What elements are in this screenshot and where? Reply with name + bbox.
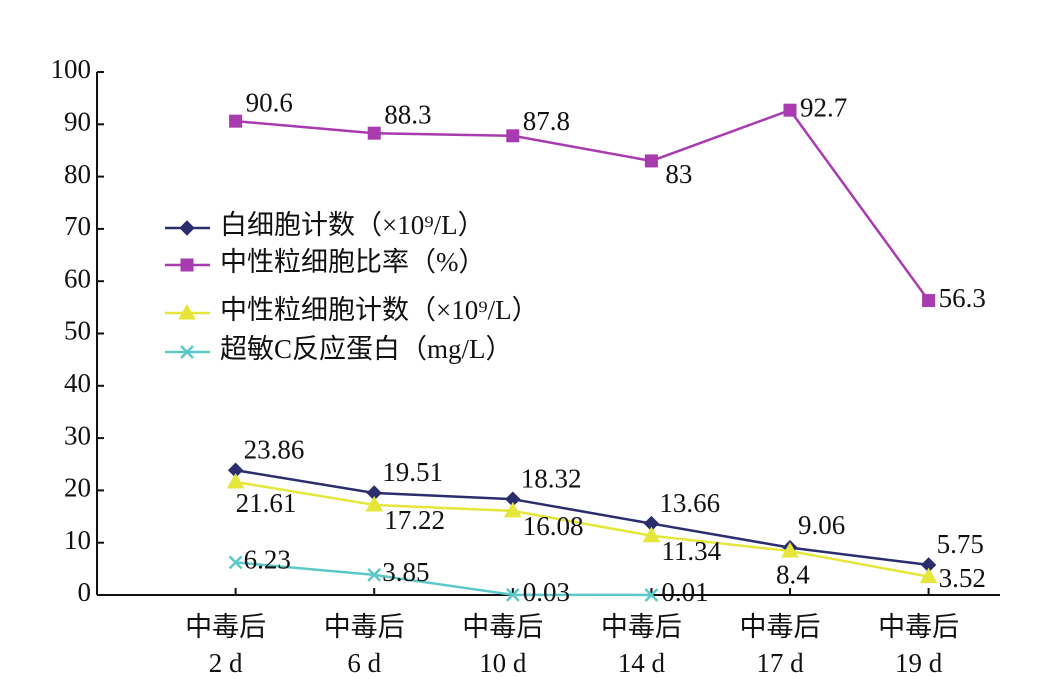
data-point (922, 294, 936, 308)
data-label: 3.85 (382, 557, 429, 587)
data-label: 23.86 (244, 434, 305, 464)
data-point (644, 154, 658, 168)
data-point (228, 555, 243, 570)
legend-marker (179, 220, 195, 236)
data-label: 0.03 (523, 577, 570, 607)
data-label: 18.32 (521, 463, 582, 493)
data-label: 8.4 (776, 559, 810, 589)
data-label: 9.06 (798, 510, 845, 540)
y-tick-label: 80 (64, 159, 91, 189)
data-point (642, 526, 661, 543)
data-point (781, 542, 799, 558)
data-label: 0.01 (661, 577, 708, 607)
data-label: 6.23 (244, 545, 291, 575)
legend-marker (180, 345, 194, 359)
series-line (235, 561, 652, 597)
data-point (919, 567, 938, 584)
data-label: 87.8 (523, 106, 570, 136)
data-label: 17.22 (384, 505, 445, 535)
y-tick-label: 0 (78, 577, 92, 607)
data-label: 92.7 (800, 92, 847, 122)
data-point (783, 103, 797, 117)
data-label: 16.08 (523, 511, 584, 541)
y-tick-label: 90 (64, 107, 91, 137)
y-tick-label: 60 (64, 263, 91, 293)
data-label: 21.61 (236, 488, 297, 518)
data-point (503, 501, 522, 518)
data-label: 56.3 (939, 283, 986, 313)
data-label: 5.75 (937, 529, 984, 559)
series-line (235, 108, 930, 302)
data-label: 11.34 (661, 536, 721, 566)
data-point (229, 114, 243, 128)
y-tick-label: 30 (64, 420, 91, 450)
legend-marker (178, 303, 196, 320)
x-tick-label: 中毒后 6 d (324, 612, 405, 678)
data-point (226, 472, 245, 489)
data-point (367, 567, 382, 582)
series-line (235, 468, 929, 567)
x-tick-label: 中毒后 14 d (601, 612, 682, 678)
data-point (505, 587, 520, 602)
data-point (506, 129, 520, 143)
x-tick-label: 中毒后 19 d (878, 612, 959, 678)
data-label: 90.6 (246, 87, 293, 117)
data-point (365, 495, 384, 512)
legend-label: 超敏C反应蛋白（mg/L） (220, 334, 513, 364)
data-label: 3.52 (939, 563, 986, 593)
y-tick-label: 20 (64, 473, 91, 503)
x-tick-label: 中毒后 2 d (185, 612, 266, 678)
legend-label: 中性粒细胞计数（×10⁹/L） (220, 295, 539, 325)
x-tick-label: 中毒后 10 d (462, 612, 543, 678)
x-tick-label: 中毒后 17 d (740, 612, 821, 678)
data-label: 88.3 (384, 99, 431, 129)
series-line (235, 480, 929, 578)
data-point (367, 126, 381, 140)
y-tick-label: 50 (64, 316, 91, 346)
y-tick-label: 40 (64, 368, 91, 398)
y-tick-label: 70 (64, 211, 91, 241)
legend-label: 中性粒细胞比率（%） (220, 247, 486, 277)
y-tick-label: 100 (51, 54, 92, 84)
legend-label: 白细胞计数（×10⁹/L） (220, 210, 485, 240)
data-label: 83 (665, 159, 692, 189)
legend-marker (180, 258, 194, 272)
data-label: 19.51 (382, 457, 443, 487)
data-point (644, 588, 659, 602)
y-tick-label: 10 (64, 525, 91, 555)
data-label: 13.66 (659, 488, 720, 518)
